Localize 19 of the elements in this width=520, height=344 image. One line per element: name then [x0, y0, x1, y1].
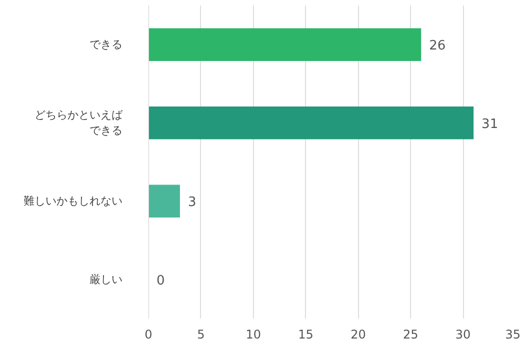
x-tick-label: 5 — [197, 328, 205, 342]
x-tick-label: 0 — [144, 328, 152, 342]
bar — [148, 106, 474, 140]
bar — [148, 184, 180, 218]
x-tick-label: 25 — [403, 328, 418, 342]
data-label: 31 — [482, 116, 498, 132]
bar — [148, 28, 422, 62]
y-tick-label: どちらかといえばできる — [34, 108, 124, 138]
x-tick-label: 30 — [455, 328, 471, 342]
x-tick-label: 20 — [350, 328, 366, 342]
data-label: 3 — [188, 195, 196, 210]
x-tick-label: 15 — [298, 328, 314, 342]
data-label: 26 — [429, 38, 446, 54]
x-tick-label: 35 — [505, 328, 520, 342]
x-tick-label: 10 — [246, 328, 262, 342]
y-tick-label: できる — [90, 38, 122, 52]
y-tick-label: 厳しい — [90, 272, 122, 286]
data-label: 0 — [156, 273, 165, 288]
y-tick-label: 難しいかもしれない — [24, 194, 122, 208]
